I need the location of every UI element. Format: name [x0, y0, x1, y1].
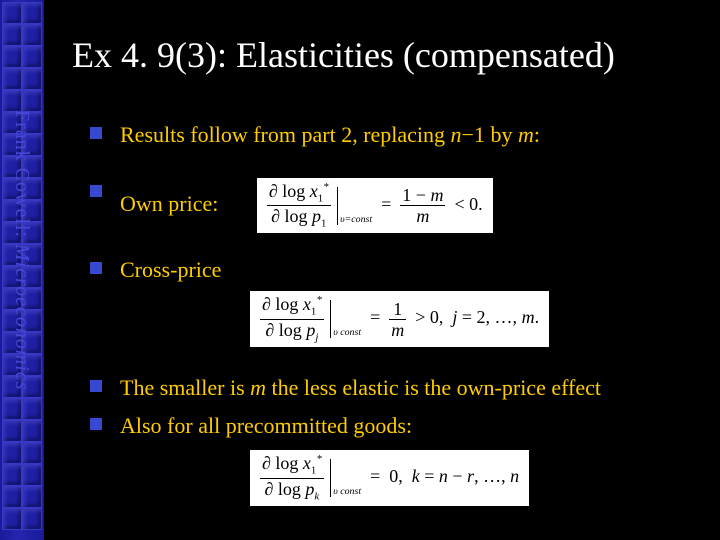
bullet-3-content: Cross-price ∂ log x1* ∂ log pj υ const =… [120, 255, 549, 346]
bullet-4-pre: The smaller is [120, 375, 250, 400]
eq1-barsub: υ=const [340, 214, 372, 225]
bullet-4-after: the less elastic is the own-price effect [266, 375, 601, 400]
page-title: Ex 4. 9(3): Elasticities (compensated) [72, 34, 615, 76]
content-area: Results follow from part 2, replacing n−… [90, 120, 690, 514]
eq3-barsub: υ const [333, 486, 361, 497]
bullet-2-content: Own price: ∂ log x1* ∂ log p1 υ=const = … [120, 178, 493, 234]
bullet-5-content: Also for all precommitted goods: ∂ log x… [120, 411, 529, 506]
equation-precommitted: ∂ log x1* ∂ log pk υ const = 0, k = n − … [250, 450, 529, 506]
bullet-icon [90, 127, 102, 139]
bullet-icon [90, 380, 102, 392]
bullet-1-text: Results follow from part 2, replacing n−… [120, 120, 540, 150]
bullet-5-label: Also for all precommitted goods: [120, 413, 412, 438]
bullet-2-label: Own price: [120, 191, 218, 216]
bullet-1-var2: m [518, 122, 534, 147]
bullet-icon [90, 418, 102, 430]
bullet-5: Also for all precommitted goods: ∂ log x… [90, 411, 690, 506]
eq1-tail: < 0. [454, 194, 482, 214]
bullet-1-mid: −1 by [462, 122, 518, 147]
equation-own-price: ∂ log x1* ∂ log p1 υ=const = 1 − m m < 0… [257, 178, 493, 234]
bullet-1: Results follow from part 2, replacing n−… [90, 120, 690, 150]
bullet-4-text: The smaller is m the less elastic is the… [120, 373, 601, 403]
sidebar-author: Frank Cowell: Microeconomics [10, 110, 33, 391]
bullet-icon [90, 185, 102, 197]
bullet-3-label: Cross-price [120, 257, 221, 282]
bullet-3: Cross-price ∂ log x1* ∂ log pj υ const =… [90, 255, 690, 346]
bullet-4-var: m [250, 375, 266, 400]
bullet-2: Own price: ∂ log x1* ∂ log p1 υ=const = … [90, 178, 690, 234]
bullet-4: The smaller is m the less elastic is the… [90, 373, 690, 403]
sidebar-author-book: Microeconomics [11, 244, 33, 391]
bullet-1-after: : [534, 122, 540, 147]
bullet-icon [90, 262, 102, 274]
sidebar-author-name: Frank Cowell: [11, 110, 33, 244]
bullet-1-var1: n [451, 122, 462, 147]
eq2-barsub: υ const [333, 327, 361, 338]
sidebar: Frank Cowell: Microeconomics [0, 0, 44, 540]
bullet-1-pre: Results follow from part 2, replacing [120, 122, 451, 147]
equation-cross-price: ∂ log x1* ∂ log pj υ const = 1 m > 0, j … [250, 291, 549, 347]
